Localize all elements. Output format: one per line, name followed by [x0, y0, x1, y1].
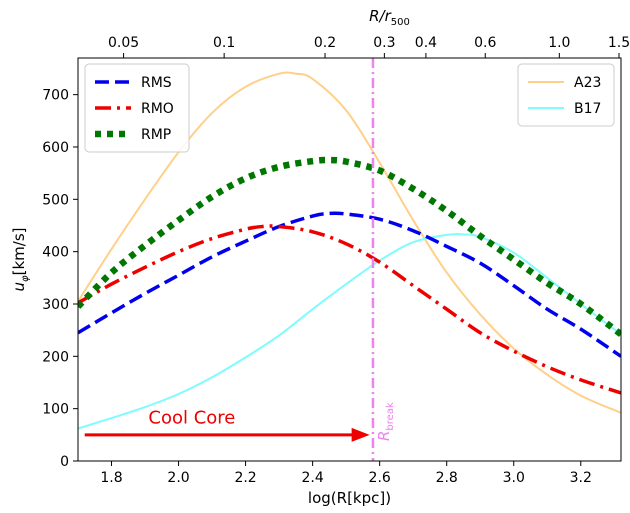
legend-label-rmo: RMO [141, 101, 174, 117]
top-tick-label: 0.4 [415, 35, 437, 51]
cool-core-arrow-head [351, 427, 370, 442]
r-break-label: Rbreak [375, 402, 396, 441]
x-axis-title: log(R[kpc]) [308, 489, 391, 507]
x-tick-label: 2.4 [301, 470, 323, 486]
r-break-label-sub: break [385, 402, 396, 431]
legend-right: A23 B17 [517, 63, 615, 127]
series-line-rmp [78, 156, 621, 337]
top-tick-label: 0.2 [314, 35, 336, 51]
series-line-rms [78, 211, 621, 358]
y-tick-label: 200 [42, 349, 69, 365]
top-x-axis-title-main: R/r [369, 7, 391, 25]
top-tick-label: 0.3 [373, 35, 395, 51]
legend-label-rmp: RMP [141, 127, 171, 143]
series-line-b17 [78, 233, 621, 430]
x-tick-label: 2.6 [369, 470, 391, 486]
legend-label-b17: B17 [574, 101, 601, 117]
legend-left: RMS RMO RMP [84, 63, 190, 153]
legend-frame [84, 63, 190, 153]
ticks-layer: 1.8 2.0 2.2 2.4 2.6 2.8 3.0 3.2 0 100 200 300 400 500… [42, 35, 630, 486]
annotation-layer: Cool Core Rbreak [84, 58, 396, 461]
r-break-label-main: R [375, 431, 393, 441]
legend-label-rms: RMS [141, 75, 172, 91]
x-tick-label: 1.8 [100, 470, 122, 486]
y-axis-title-unit: [km/s] [10, 228, 28, 276]
top-tick-label: 0.05 [108, 35, 139, 51]
top-tick-label: 0.1 [213, 35, 235, 51]
y-axis-title: uφ[km/s] [10, 228, 31, 292]
top-x-axis-title: R/r500 [369, 7, 410, 28]
top-x-axis-title-sub: 500 [391, 17, 410, 28]
y-axis-title-sub: φ [20, 275, 31, 282]
x-tick-label: 3.0 [503, 470, 525, 486]
legend-label-a23: A23 [574, 75, 601, 91]
x-tick-label: 2.0 [167, 470, 189, 486]
y-tick-label: 400 [42, 245, 69, 261]
x-tick-label: 3.2 [570, 470, 592, 486]
legend-frame [517, 63, 615, 127]
y-tick-label: 600 [42, 140, 69, 156]
y-tick-label: 0 [60, 454, 69, 470]
y-tick-label: 100 [42, 402, 69, 418]
top-tick-label: 1.0 [548, 35, 570, 51]
x-tick-label: 2.8 [436, 470, 458, 486]
cool-core-label: Cool Core [148, 407, 235, 428]
lines-layer [78, 71, 621, 430]
y-tick-label: 700 [42, 88, 69, 104]
y-tick-label: 300 [42, 297, 69, 313]
top-tick-label: 0.6 [474, 35, 496, 51]
top-tick-label: 1.5 [608, 35, 630, 51]
series-line-rmo [78, 224, 621, 395]
y-axis-title-main: u [10, 282, 28, 292]
y-tick-label: 500 [42, 192, 69, 208]
x-tick-label: 2.2 [234, 470, 256, 486]
plot-frame [77, 57, 622, 462]
